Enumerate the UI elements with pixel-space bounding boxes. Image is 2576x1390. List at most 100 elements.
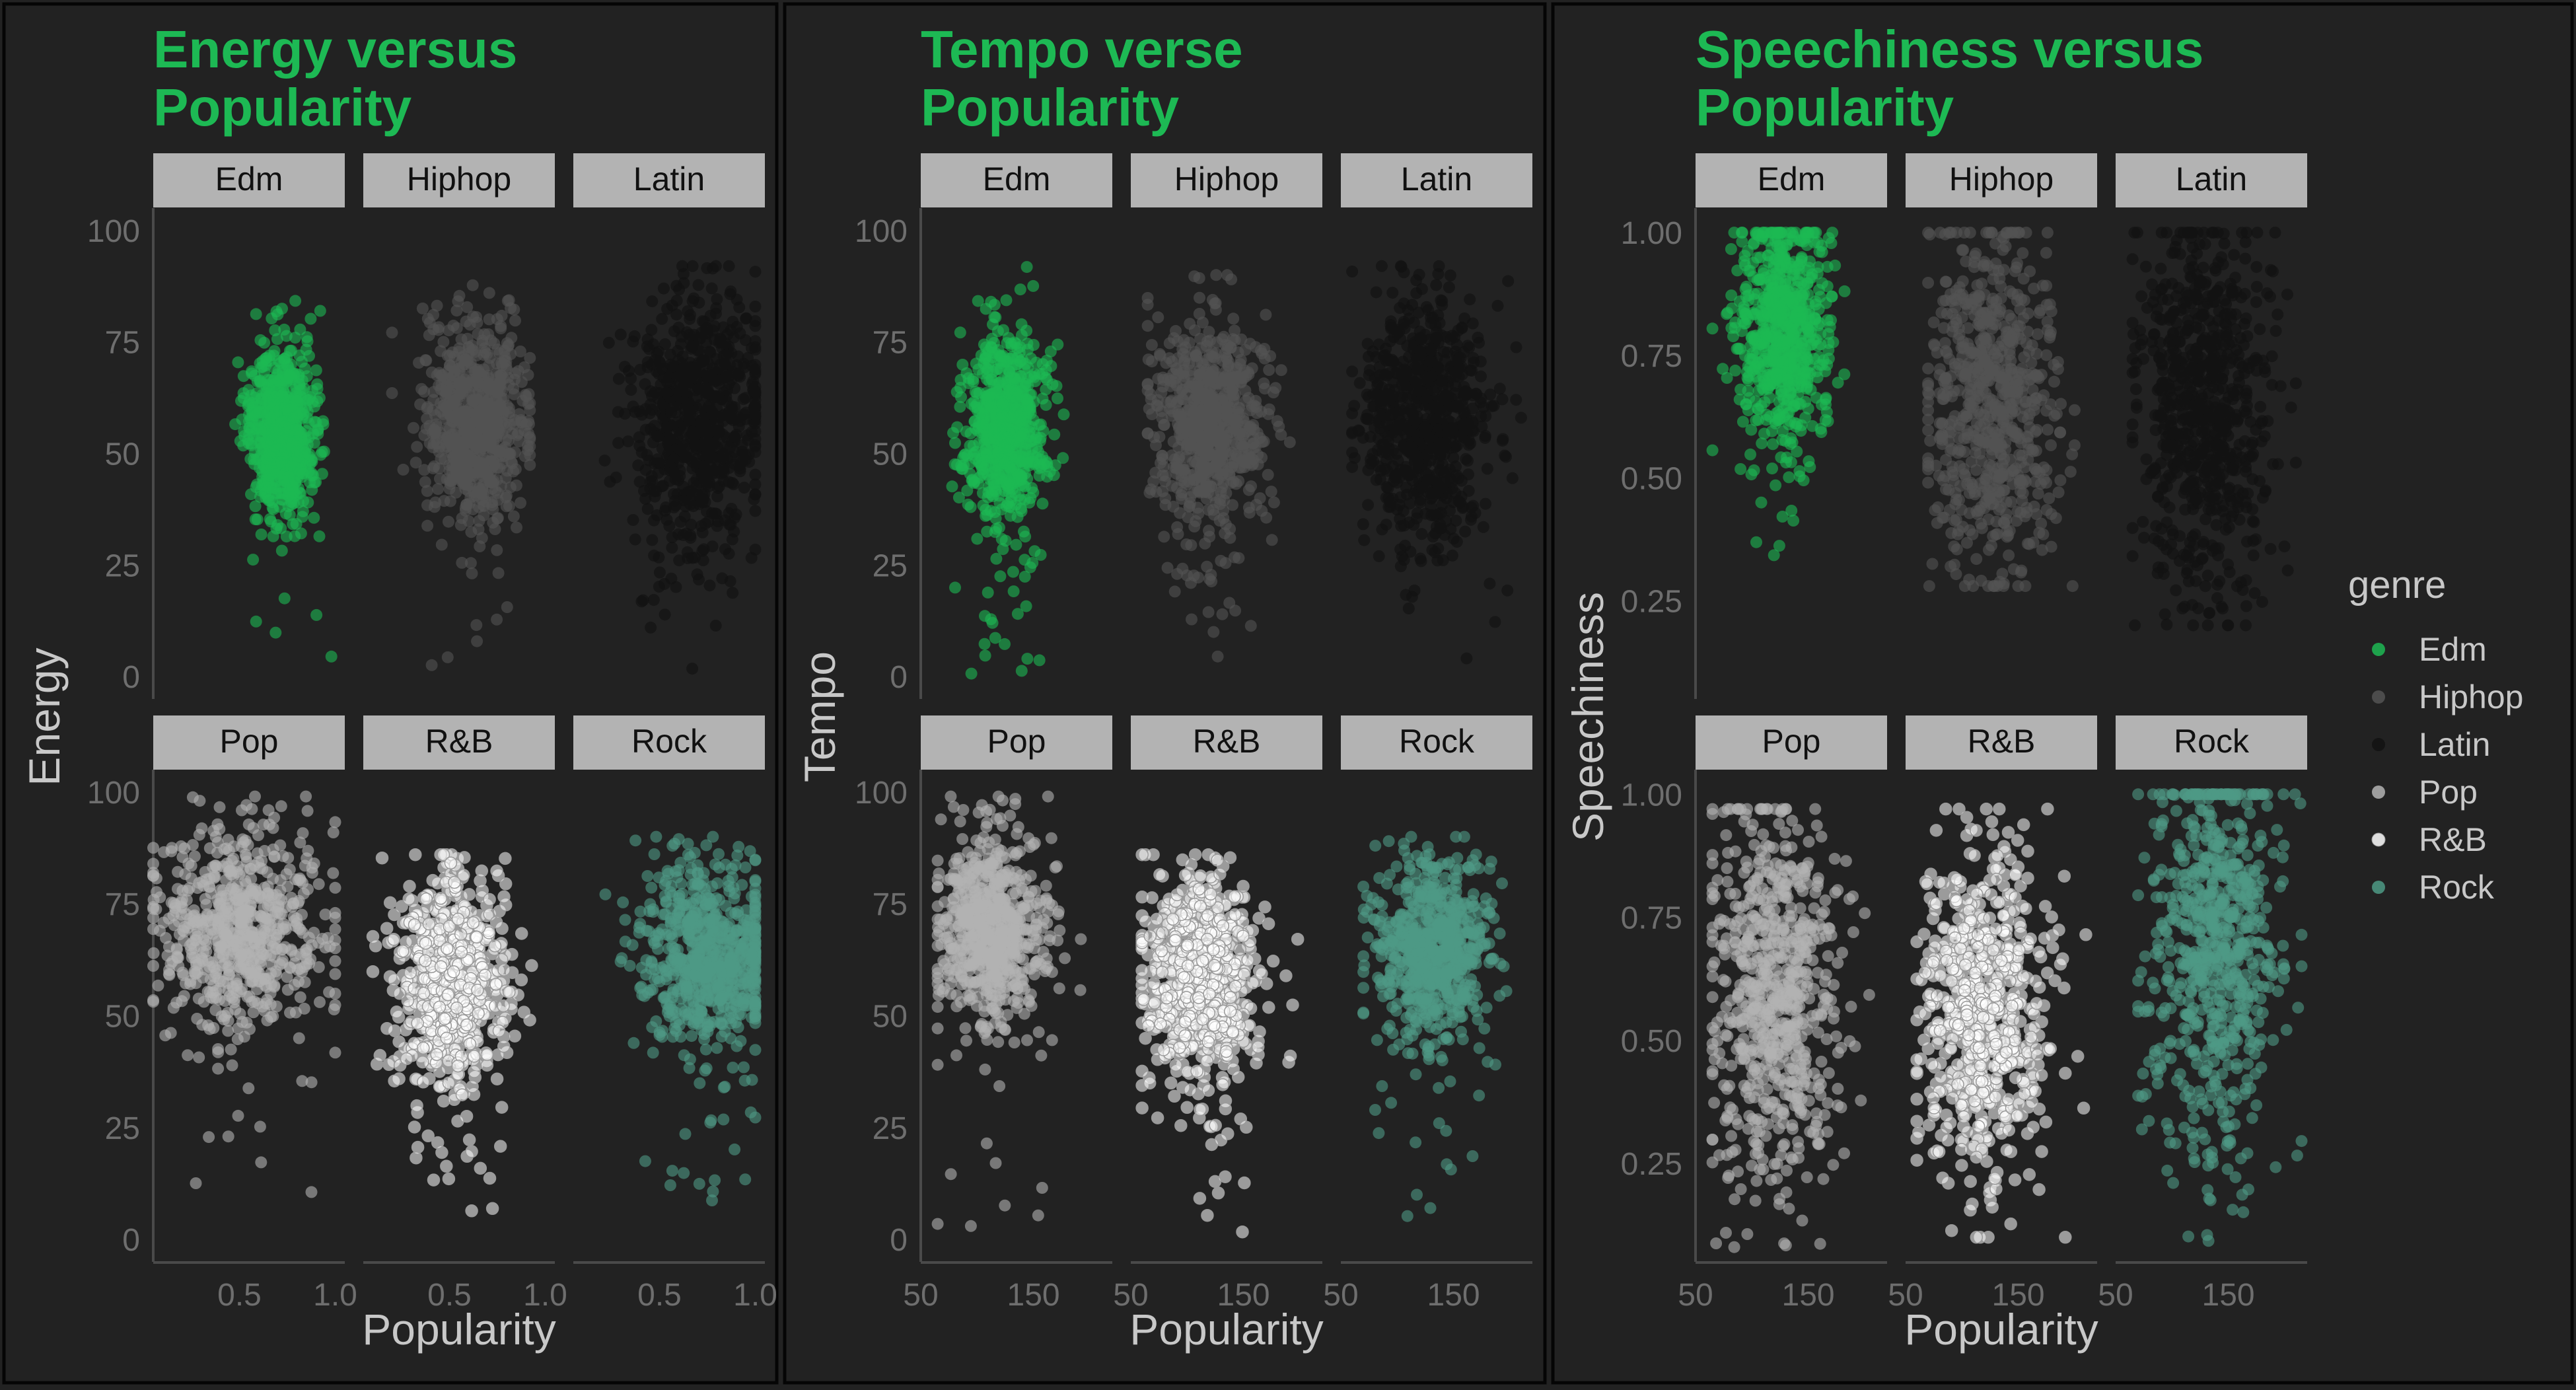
data-point — [687, 260, 699, 272]
data-point — [408, 422, 419, 434]
data-point — [466, 373, 478, 385]
data-point — [1011, 377, 1023, 388]
data-point — [441, 1160, 452, 1172]
data-point — [650, 831, 662, 843]
data-point — [650, 930, 662, 941]
data-point — [186, 937, 198, 949]
data-point — [283, 371, 295, 383]
data-point — [258, 925, 270, 937]
data-point — [729, 1144, 740, 1155]
data-point — [241, 935, 253, 947]
data-point — [174, 928, 186, 940]
data-point — [649, 848, 661, 860]
data-point — [739, 954, 751, 966]
data-point — [447, 320, 459, 332]
data-point — [689, 847, 701, 859]
data-point — [456, 557, 468, 569]
data-point — [314, 305, 326, 317]
data-point — [211, 847, 223, 859]
data-point — [466, 1205, 478, 1217]
y-tick-label: 0 — [122, 1223, 140, 1258]
data-point — [750, 854, 762, 865]
data-point — [980, 649, 991, 661]
data-point — [984, 389, 996, 401]
data-point — [501, 364, 513, 376]
data-point — [524, 1014, 536, 1026]
data-point — [452, 1115, 464, 1127]
data-point — [696, 545, 708, 557]
data-point — [472, 328, 484, 340]
data-point — [433, 1001, 445, 1013]
data-point — [627, 336, 639, 348]
data-point — [672, 908, 684, 920]
data-point — [729, 887, 741, 899]
data-point — [666, 542, 678, 554]
facet-strip-label: Edm — [215, 161, 283, 198]
data-point — [493, 567, 505, 579]
data-point — [719, 543, 731, 555]
data-point — [226, 855, 238, 867]
data-point — [750, 984, 762, 996]
data-point — [750, 410, 762, 421]
data-point — [275, 800, 287, 812]
data-point — [483, 287, 495, 299]
data-point — [705, 1115, 717, 1126]
data-point — [411, 1100, 423, 1112]
data-point — [261, 448, 273, 460]
data-point — [491, 865, 503, 877]
data-point — [1018, 526, 1030, 538]
data-point — [1020, 416, 1032, 427]
data-point — [673, 283, 685, 295]
data-point — [701, 1062, 713, 1074]
data-point — [663, 520, 675, 532]
data-point — [313, 878, 325, 890]
data-point — [633, 927, 645, 939]
data-point — [223, 1130, 234, 1142]
data-point — [700, 1044, 712, 1056]
data-point — [277, 494, 289, 506]
data-point — [180, 978, 192, 990]
y-tick-label: 50 — [105, 437, 140, 472]
data-point — [750, 1011, 762, 1023]
data-point — [603, 337, 615, 349]
data-point — [464, 1134, 476, 1146]
data-point — [250, 616, 262, 628]
data-point — [252, 513, 264, 525]
data-point — [417, 303, 429, 314]
data-point — [411, 441, 423, 453]
data-point — [500, 878, 512, 890]
data-point — [651, 348, 663, 359]
data-point — [258, 337, 270, 349]
data-point — [646, 534, 658, 546]
data-point — [649, 491, 661, 503]
data-point — [277, 955, 289, 967]
data-point — [274, 435, 286, 447]
data-point — [254, 1120, 266, 1132]
data-point — [980, 460, 992, 472]
data-point — [237, 439, 249, 451]
data-point — [433, 441, 445, 453]
data-point — [491, 544, 503, 556]
data-point — [659, 608, 671, 620]
data-point — [303, 431, 315, 443]
data-point — [980, 443, 991, 455]
data-point — [170, 905, 182, 917]
data-point — [724, 442, 736, 454]
facet-strip-label: Pop — [220, 723, 279, 760]
data-point — [742, 434, 754, 446]
data-point — [673, 554, 685, 566]
data-point — [733, 351, 744, 363]
data-point — [479, 969, 491, 981]
data-point — [515, 497, 526, 509]
data-point — [648, 594, 660, 606]
data-point — [615, 956, 627, 968]
data-point — [645, 324, 657, 336]
data-point — [750, 875, 762, 887]
data-point — [510, 463, 522, 475]
data-point — [731, 850, 743, 861]
data-point — [255, 910, 267, 922]
data-point — [314, 530, 326, 542]
x-tick-label: 1.0 — [733, 1278, 777, 1313]
data-point — [445, 857, 456, 869]
data-point — [684, 498, 696, 510]
